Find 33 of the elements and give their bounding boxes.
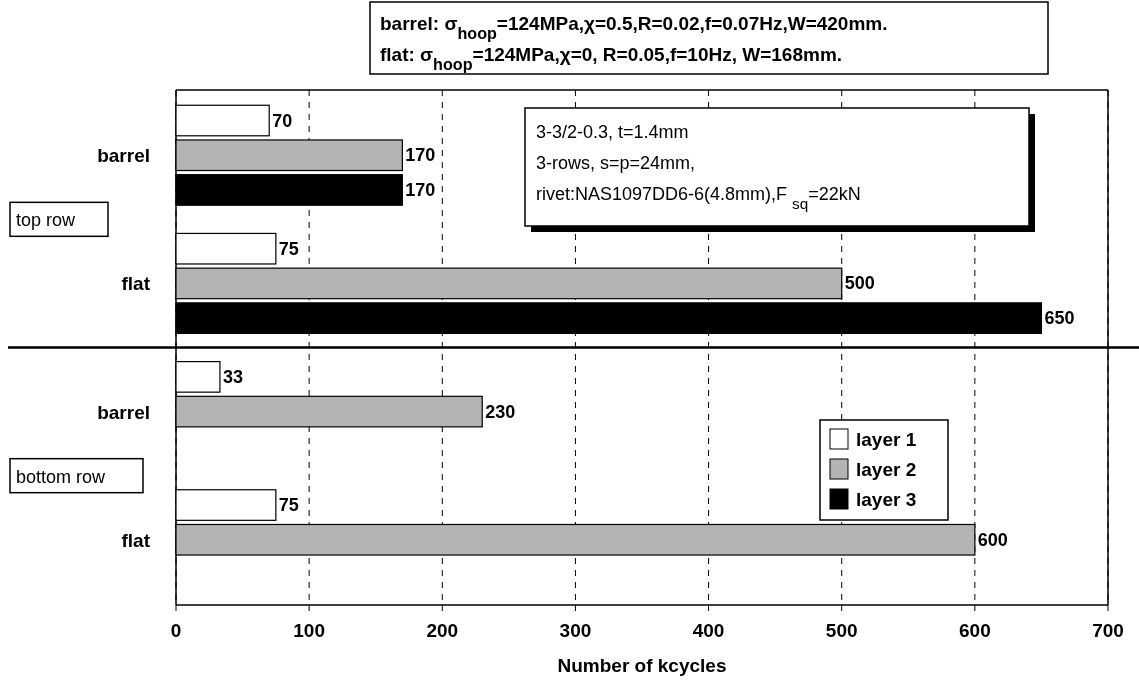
data-label: 650 bbox=[1044, 308, 1075, 329]
data-label: 230 bbox=[485, 401, 516, 422]
data-label: 70 bbox=[272, 110, 293, 131]
text: flat: σ$_{hoop}$=124MPa,χ=0, R=0.05,f=10Hz, W=168mm. bbox=[380, 44, 843, 73]
data-label: 75 bbox=[278, 238, 299, 259]
y-tick-label: flat bbox=[121, 529, 151, 551]
x-tick-label: 300 bbox=[559, 620, 592, 641]
x-tick-label: 400 bbox=[692, 620, 725, 641]
text: bottom row bbox=[16, 466, 107, 487]
x-tick-label: 100 bbox=[293, 620, 325, 641]
text: top row bbox=[16, 210, 77, 231]
x-tick-label: 200 bbox=[426, 620, 459, 641]
text: barrel: σ$_{hoop}$=124MPa,χ=0.5,R=0.02,f=0.07Hz,W=420mm. bbox=[380, 13, 888, 42]
x-tick-label: 700 bbox=[1092, 620, 1124, 641]
x-tick-label: 500 bbox=[825, 620, 858, 641]
y-tick-label: flat bbox=[121, 273, 151, 295]
data-label: 33 bbox=[222, 366, 243, 387]
data-label: 75 bbox=[278, 495, 299, 516]
x-tick-label: 600 bbox=[959, 620, 991, 641]
data-label: 500 bbox=[844, 273, 875, 294]
legend-label: layer 1 bbox=[856, 429, 917, 450]
annotation: 3-rows, s=p=24mm, bbox=[536, 153, 696, 173]
legend-label: layer 2 bbox=[856, 459, 917, 480]
y-tick-label: barrel bbox=[97, 145, 150, 167]
data-label: 170 bbox=[405, 145, 436, 166]
x-tick-label: 0 bbox=[170, 620, 182, 641]
x-axis-title: Number of kcycles bbox=[557, 655, 727, 676]
data-label: 600 bbox=[977, 529, 1008, 550]
y-tick-label: barrel bbox=[97, 401, 150, 423]
annotation: rivet:NAS1097DD6-6(4.8mm),F $_{sq}$=22kN bbox=[536, 184, 861, 212]
legend-label: layer 3 bbox=[856, 489, 917, 510]
annotation: 3-3/2-0.3, t=1.4mm bbox=[536, 122, 689, 142]
data-label: 170 bbox=[405, 179, 436, 200]
